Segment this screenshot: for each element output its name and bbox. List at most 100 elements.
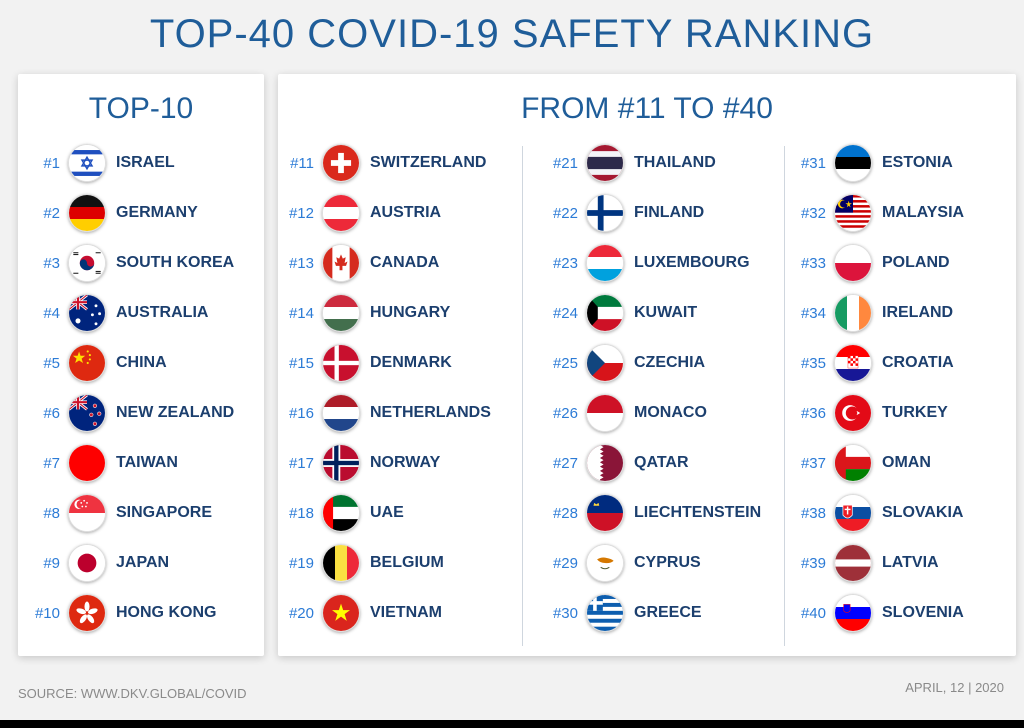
slovenia-flag-icon bbox=[834, 594, 872, 632]
slovakia-flag-icon bbox=[834, 494, 872, 532]
rank-number: #15 bbox=[288, 354, 314, 372]
date-text: APRIL, 12 | 2020 bbox=[905, 680, 1004, 695]
finland-flag-icon bbox=[586, 194, 624, 232]
rank-number: #21 bbox=[552, 154, 578, 172]
ranking-row: #31 ESTONIA bbox=[790, 138, 964, 188]
country-name: UAE bbox=[370, 504, 404, 521]
luxembourg-flag-icon bbox=[586, 244, 624, 282]
source-text: SOURCE: WWW.DKV.GLOBAL/COVID bbox=[18, 686, 247, 701]
ranking-row: #7 TAIWAN bbox=[24, 438, 234, 488]
top10-list: #1 ISRAEL #2 GERMANY #3 SOUTH KOREA #4 AUSTRALI… bbox=[24, 138, 234, 638]
country-name: HUNGARY bbox=[370, 304, 451, 321]
ranking-row: #19 BELGIUM bbox=[278, 538, 491, 588]
ranking-row: #3 SOUTH KOREA bbox=[24, 238, 234, 288]
country-name: BELGIUM bbox=[370, 554, 444, 571]
column-divider bbox=[784, 146, 785, 646]
top10-heading: TOP-10 bbox=[88, 92, 194, 125]
rank-number: #3 bbox=[43, 254, 60, 272]
country-name: CZECHIA bbox=[634, 354, 706, 371]
rest-panel: FROM #11 TO #40 #11 SWITZERLAND #12 AUSTRIA… bbox=[278, 74, 1016, 656]
canada-flag-icon bbox=[322, 244, 360, 282]
rank-number: #19 bbox=[288, 554, 314, 572]
ranking-row: #32 MALAYSIA bbox=[790, 188, 964, 238]
germany-flag-icon bbox=[68, 194, 106, 232]
country-name: SLOVENIA bbox=[882, 604, 964, 621]
rank-number: #28 bbox=[552, 504, 578, 522]
ranking-row: #21 THAILAND bbox=[542, 138, 761, 188]
liechtenstein-flag-icon bbox=[586, 494, 624, 532]
ranking-row: #9 JAPAN bbox=[24, 538, 234, 588]
rest-heading: FROM #11 TO #40 bbox=[521, 92, 773, 125]
rank-number: #2 bbox=[43, 204, 60, 222]
new-zealand-flag-icon bbox=[68, 394, 106, 432]
ranking-row: #36 TURKEY bbox=[790, 388, 964, 438]
rank-number: #10 bbox=[34, 604, 60, 622]
ranking-row: #27 QATAR bbox=[542, 438, 761, 488]
country-name: VIETNAM bbox=[370, 604, 442, 621]
rank-31-40-list: #31 ESTONIA #32 MALAYSIA #33 POLAND #34 IRELAND… bbox=[790, 138, 964, 638]
rank-21-30-list: #21 THAILAND #22 FINLAND #23 LUXEMBOURG #24 KUW… bbox=[542, 138, 761, 638]
country-name: GERMANY bbox=[116, 204, 198, 221]
ranking-row: #1 ISRAEL bbox=[24, 138, 234, 188]
ireland-flag-icon bbox=[834, 294, 872, 332]
cyprus-flag-icon bbox=[586, 544, 624, 582]
country-name: NETHERLANDS bbox=[370, 404, 491, 421]
country-name: TURKEY bbox=[882, 404, 948, 421]
ranking-row: #11 SWITZERLAND bbox=[278, 138, 491, 188]
rank-number: #35 bbox=[800, 354, 826, 372]
rank-number: #16 bbox=[288, 404, 314, 422]
ranking-row: #8 SINGAPORE bbox=[24, 488, 234, 538]
poland-flag-icon bbox=[834, 244, 872, 282]
country-name: FINLAND bbox=[634, 204, 705, 221]
country-name: CHINA bbox=[116, 354, 167, 371]
country-name: LUXEMBOURG bbox=[634, 254, 750, 271]
country-name: SOUTH KOREA bbox=[116, 254, 235, 271]
ranking-row: #23 LUXEMBOURG bbox=[542, 238, 761, 288]
country-name: MALAYSIA bbox=[882, 204, 965, 221]
ranking-row: #14 HUNGARY bbox=[278, 288, 491, 338]
country-name: CROATIA bbox=[882, 354, 954, 371]
ranking-row: #29 CYPRUS bbox=[542, 538, 761, 588]
ranking-row: #15 DENMARK bbox=[278, 338, 491, 388]
rank-number: #4 bbox=[43, 304, 60, 322]
australia-flag-icon bbox=[68, 294, 106, 332]
vietnam-flag-icon bbox=[322, 594, 360, 632]
ranking-row: #40 SLOVENIA bbox=[790, 588, 964, 638]
hong-kong-flag-icon bbox=[68, 594, 106, 632]
rank-number: #26 bbox=[552, 404, 578, 422]
ranking-row: #39 LATVIA bbox=[790, 538, 964, 588]
latvia-flag-icon bbox=[834, 544, 872, 582]
rank-number: #25 bbox=[552, 354, 578, 372]
country-name: IRELAND bbox=[882, 304, 954, 321]
country-name: DENMARK bbox=[370, 354, 452, 371]
rank-number: #27 bbox=[552, 454, 578, 472]
top10-panel: TOP-10 #1 ISRAEL #2 GERMANY #3 SOUTH KOREA #4 A… bbox=[18, 74, 264, 656]
rank-number: #9 bbox=[43, 554, 60, 572]
thailand-flag-icon bbox=[586, 144, 624, 182]
country-name: ESTONIA bbox=[882, 154, 953, 171]
turkey-flag-icon bbox=[834, 394, 872, 432]
uae-flag-icon bbox=[322, 494, 360, 532]
rank-number: #18 bbox=[288, 504, 314, 522]
norway-flag-icon bbox=[322, 444, 360, 482]
monaco-flag-icon bbox=[586, 394, 624, 432]
belgium-flag-icon bbox=[322, 544, 360, 582]
austria-flag-icon bbox=[322, 194, 360, 232]
rank-number: #29 bbox=[552, 554, 578, 572]
rank-number: #11 bbox=[290, 154, 314, 172]
country-name: SINGAPORE bbox=[116, 504, 213, 521]
hungary-flag-icon bbox=[322, 294, 360, 332]
country-name: AUSTRALIA bbox=[116, 304, 209, 321]
country-name: ISRAEL bbox=[116, 154, 175, 171]
qatar-flag-icon bbox=[586, 444, 624, 482]
rank-number: #23 bbox=[552, 254, 578, 272]
denmark-flag-icon bbox=[322, 344, 360, 382]
country-name: HONG KONG bbox=[116, 604, 217, 621]
rank-number: #39 bbox=[800, 554, 826, 572]
country-name: JAPAN bbox=[116, 554, 170, 571]
kuwait-flag-icon bbox=[586, 294, 624, 332]
country-name: THAILAND bbox=[634, 154, 716, 171]
switzerland-flag-icon bbox=[322, 144, 360, 182]
rank-number: #24 bbox=[552, 304, 578, 322]
rank-number: #33 bbox=[800, 254, 826, 272]
